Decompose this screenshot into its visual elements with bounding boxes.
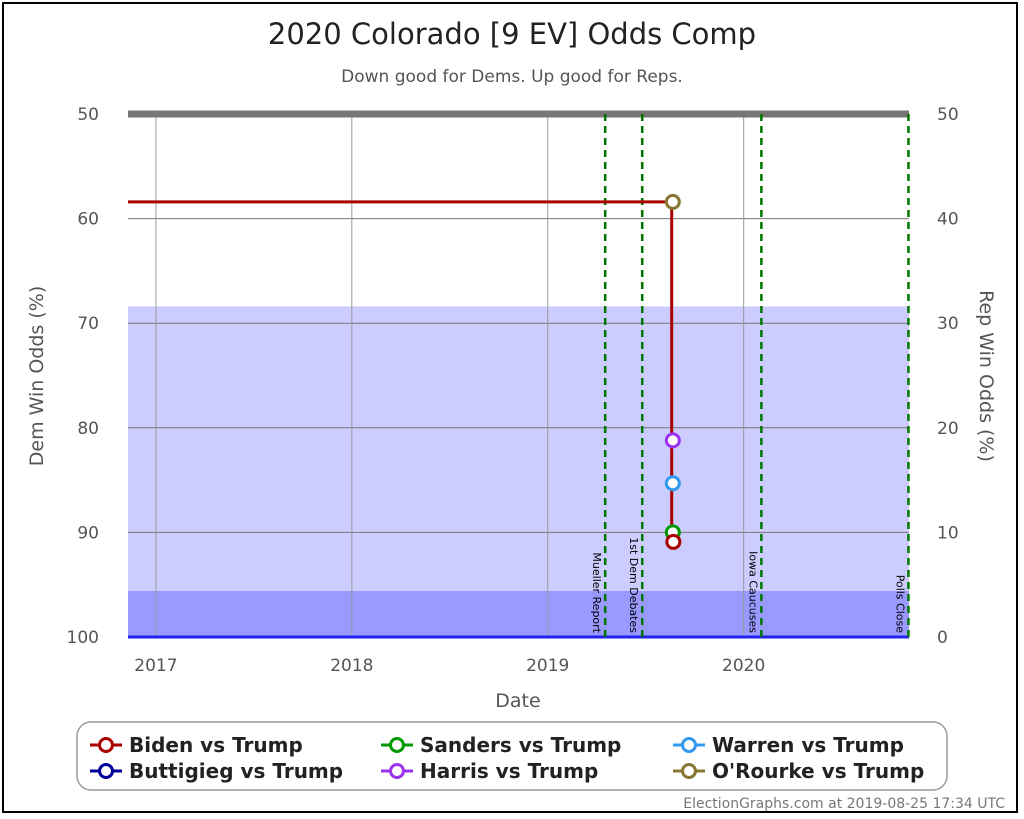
x-tick-2020: 2020 <box>722 656 765 676</box>
legend-label-warren-vs-trump: Warren vs Trump <box>712 733 904 757</box>
legend-label-buttigieg-vs-trump: Buttigieg vs Trump <box>129 759 343 783</box>
x-axis-label: Date <box>495 690 540 712</box>
event-label-mueller-report: Mueller Report <box>590 552 603 633</box>
y-tick-right-30: 30 <box>937 314 959 334</box>
legend-label-biden-vs-trump: Biden vs Trump <box>129 733 303 757</box>
y-tick-left-100: 100 <box>67 628 99 648</box>
x-tick-2018: 2018 <box>330 656 373 676</box>
y-tick-right-20: 20 <box>937 419 959 439</box>
chart-title: 2020 Colorado [9 EV] Odds Comp <box>268 17 756 51</box>
y-tick-right-0: 0 <box>937 628 948 648</box>
x-tick-2017: 2017 <box>134 656 177 676</box>
legend-marker-sanders-vs-trump <box>389 737 405 753</box>
band-1 <box>128 590 909 637</box>
legend-marker-harris-vs-trump <box>389 763 405 779</box>
series-markers <box>664 193 682 550</box>
y-tick-left-70: 70 <box>77 314 99 334</box>
legend-marker-warren-vs-trump <box>681 737 697 753</box>
legend-box <box>76 721 948 791</box>
event-label-polls-close: Polls Close <box>893 575 906 634</box>
y-tick-left-80: 80 <box>77 419 99 439</box>
band-0 <box>128 306 909 591</box>
legend: Biden vs Trump Sanders vs Trump Warren vs … <box>90 733 924 783</box>
event-label-iowa-caucuses: Iowa Caucuses <box>746 551 759 633</box>
event-label-1st-dem-debates: 1st Dem Debates <box>627 537 640 633</box>
y-tick-left-90: 90 <box>77 523 99 543</box>
y-tick-left-50: 50 <box>77 105 99 125</box>
legend-marker-biden-vs-trump <box>98 737 114 753</box>
legend-marker-o-rourke-vs-trump <box>681 763 697 779</box>
y-tick-right-40: 40 <box>937 210 959 230</box>
legend-marker-buttigieg-vs-trump <box>98 763 114 779</box>
x-tick-2019: 2019 <box>526 656 569 676</box>
legend-label-sanders-vs-trump: Sanders vs Trump <box>420 733 621 757</box>
y-tick-right-10: 10 <box>937 523 959 543</box>
legend-label-harris-vs-trump: Harris vs Trump <box>420 759 598 783</box>
credit-text: ElectionGraphs.com at 2019-08-25 17:34 U… <box>683 796 1005 812</box>
series-marker-warren-vs-trump <box>664 475 681 492</box>
chart-subtitle: Down good for Dems. Up good for Reps. <box>341 67 683 87</box>
y-axis-label-left: Dem Win Odds (%) <box>26 286 48 467</box>
y-tick-left-60: 60 <box>77 210 99 230</box>
y-axis-label-right: Rep Win Odds (%) <box>975 290 997 462</box>
odds-bands <box>128 306 909 637</box>
legend-label-o-rourke-vs-trump: O'Rourke vs Trump <box>712 759 924 783</box>
series-marker-biden-vs-trump <box>665 533 682 550</box>
y-tick-right-50: 50 <box>937 105 959 125</box>
series-marker-harris-vs-trump <box>664 432 681 449</box>
series-marker-o-rourke-vs-trump <box>664 193 681 210</box>
